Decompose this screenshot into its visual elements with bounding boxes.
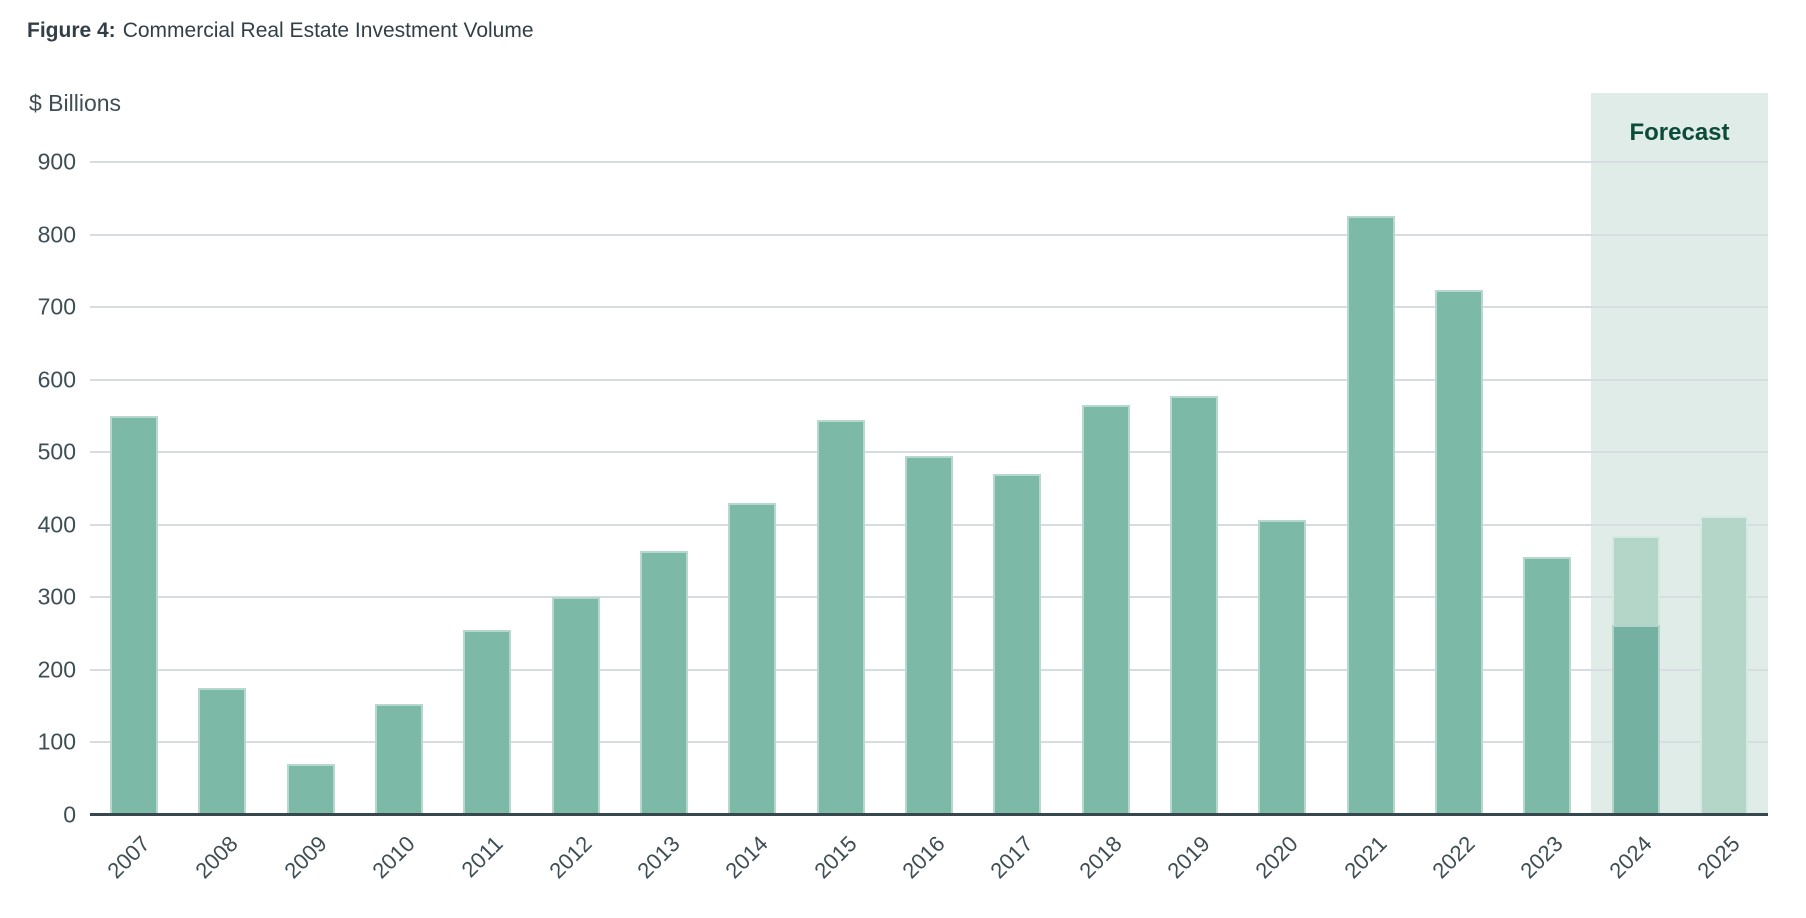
x-tick-label-2013: 2013 bbox=[632, 831, 685, 884]
x-tick-label-2008: 2008 bbox=[190, 831, 244, 884]
x-tick-label-2012: 2012 bbox=[544, 831, 597, 884]
bar-2022 bbox=[1434, 290, 1483, 815]
bar-2025-forecast bbox=[1699, 516, 1748, 815]
x-tick-label-2024: 2024 bbox=[1603, 831, 1657, 884]
gridline-900 bbox=[90, 161, 1768, 163]
y-tick-label-100: 100 bbox=[37, 728, 76, 755]
x-tick-label-2017: 2017 bbox=[985, 831, 1038, 884]
y-tick-label-400: 400 bbox=[37, 511, 76, 538]
y-tick-label-900: 900 bbox=[37, 148, 76, 175]
bar-2007 bbox=[110, 415, 159, 815]
x-tick-label-2014: 2014 bbox=[720, 831, 774, 884]
y-tick-label-0: 0 bbox=[63, 801, 76, 828]
figure-title-text: Commercial Real Estate Investment Volume bbox=[122, 19, 534, 42]
x-tick-label-2020: 2020 bbox=[1250, 831, 1303, 884]
bar-2021 bbox=[1346, 216, 1395, 815]
bar-2019 bbox=[1169, 395, 1218, 815]
y-tick-label-500: 500 bbox=[37, 438, 76, 465]
bar-2012 bbox=[551, 597, 600, 815]
x-tick-label-2010: 2010 bbox=[367, 831, 420, 884]
y-tick-label-200: 200 bbox=[37, 656, 76, 683]
bar-2010 bbox=[375, 703, 424, 815]
x-tick-label-2021: 2021 bbox=[1338, 831, 1392, 884]
y-tick-label-300: 300 bbox=[37, 583, 76, 610]
bar-2024 bbox=[1611, 624, 1660, 815]
bar-2016 bbox=[905, 455, 953, 815]
x-tick-label-2007: 2007 bbox=[102, 831, 155, 884]
x-tick-label-2025: 2025 bbox=[1692, 831, 1745, 884]
x-tick-label-2022: 2022 bbox=[1427, 831, 1480, 884]
bar-2018 bbox=[1081, 405, 1130, 815]
bar-2017 bbox=[993, 473, 1042, 815]
x-tick-label-2023: 2023 bbox=[1515, 831, 1568, 884]
y-tick-label-700: 700 bbox=[37, 293, 76, 320]
x-tick-label-2019: 2019 bbox=[1162, 831, 1215, 884]
bar-2008 bbox=[198, 688, 247, 815]
y-axis-unit-label: $ Billions bbox=[29, 90, 122, 116]
x-tick-label-2009: 2009 bbox=[279, 831, 332, 884]
bar-2011 bbox=[463, 629, 512, 815]
x-tick-label-2011: 2011 bbox=[456, 831, 509, 883]
figure-title: Figure 4: Commercial Real Estate Investme… bbox=[27, 19, 534, 43]
bar-2009 bbox=[286, 764, 335, 815]
gridline-500 bbox=[90, 451, 1768, 454]
bar-2014 bbox=[728, 503, 777, 815]
gridline-600 bbox=[90, 378, 1768, 381]
x-tick-label-2015: 2015 bbox=[809, 831, 862, 884]
x-axis-line bbox=[90, 813, 1768, 816]
x-tick-label-2016: 2016 bbox=[897, 831, 950, 884]
bar-2020 bbox=[1258, 520, 1307, 815]
y-tick-label-600: 600 bbox=[37, 366, 76, 393]
gridline-700 bbox=[90, 306, 1768, 309]
y-tick-label-800: 800 bbox=[37, 221, 76, 248]
figure-number-label: Figure 4: bbox=[27, 19, 116, 42]
gridline-800 bbox=[90, 233, 1768, 236]
bar-2023 bbox=[1523, 556, 1572, 815]
bar-2015 bbox=[816, 419, 865, 815]
x-tick-label-2018: 2018 bbox=[1074, 831, 1127, 884]
bar-2013 bbox=[640, 550, 689, 815]
forecast-label: Forecast bbox=[1629, 119, 1730, 146]
